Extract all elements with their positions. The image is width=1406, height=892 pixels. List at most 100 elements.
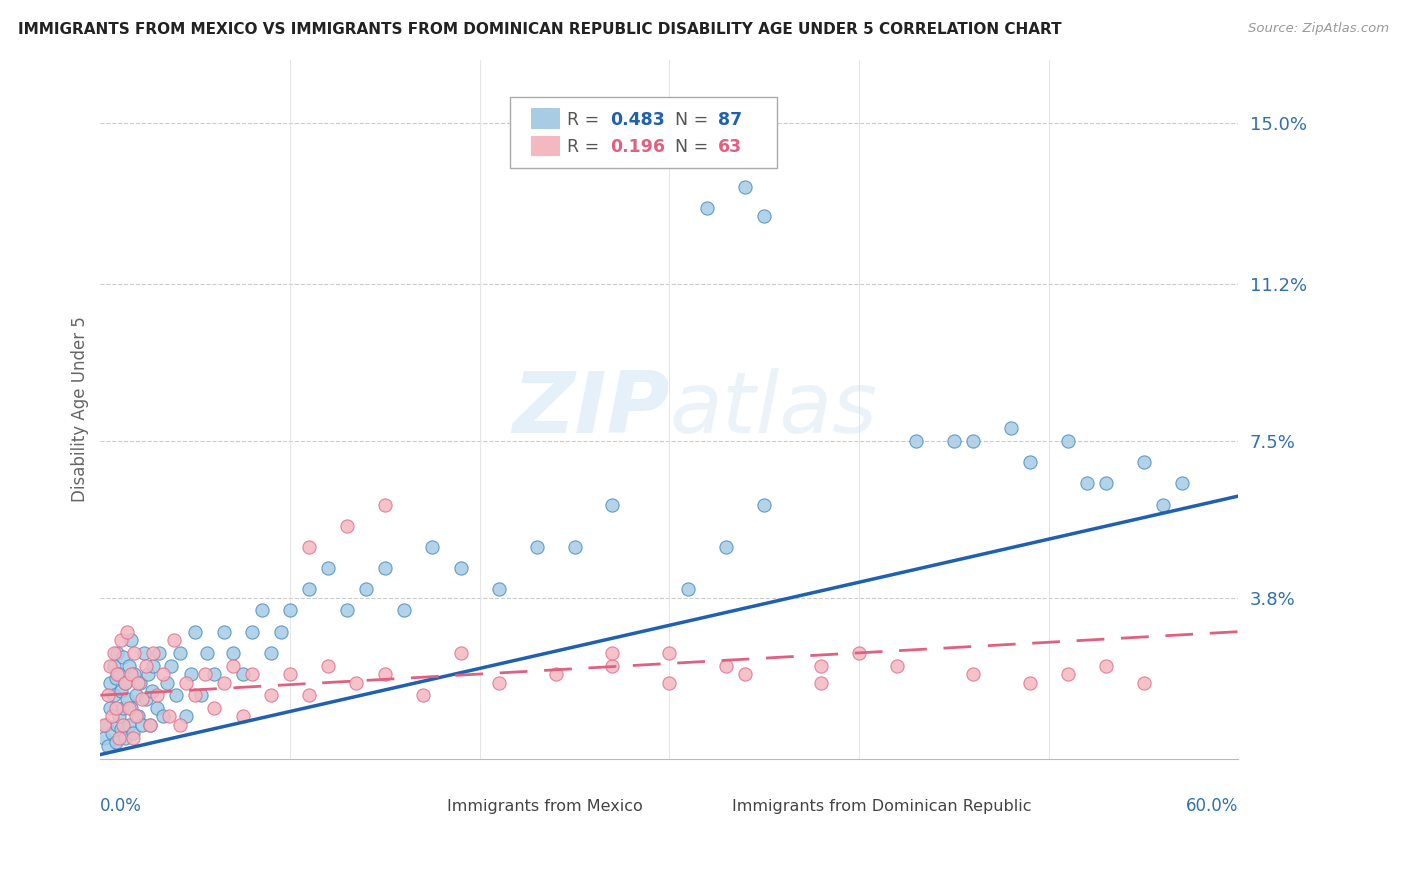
Point xyxy=(194,667,217,681)
Point xyxy=(564,540,586,554)
Point xyxy=(678,582,700,597)
Point xyxy=(108,667,131,681)
Point xyxy=(184,688,207,702)
Point xyxy=(93,731,115,745)
Point xyxy=(222,658,245,673)
Point xyxy=(1000,421,1022,435)
Point xyxy=(103,688,125,702)
Point xyxy=(240,624,263,639)
FancyBboxPatch shape xyxy=(510,96,778,168)
Point xyxy=(184,624,207,639)
Text: R =: R = xyxy=(567,111,605,128)
Point xyxy=(716,540,738,554)
Bar xyxy=(697,798,723,816)
Point xyxy=(146,688,169,702)
Point xyxy=(108,731,131,745)
Point xyxy=(169,646,191,660)
Point xyxy=(488,582,510,597)
Point xyxy=(544,667,567,681)
Point xyxy=(526,540,548,554)
Point xyxy=(250,603,273,617)
Point xyxy=(104,701,127,715)
Bar xyxy=(413,798,439,816)
Point xyxy=(174,709,197,723)
Point xyxy=(121,731,143,745)
Point xyxy=(942,434,965,448)
Text: R =: R = xyxy=(567,137,605,155)
Point xyxy=(450,561,472,575)
Point xyxy=(94,718,117,732)
Point xyxy=(93,718,115,732)
Text: Immigrants from Dominican Republic: Immigrants from Dominican Republic xyxy=(733,799,1032,814)
Point xyxy=(112,701,135,715)
Point xyxy=(696,201,718,215)
Point xyxy=(354,582,377,597)
Point xyxy=(260,688,283,702)
Point xyxy=(716,658,738,673)
Point xyxy=(100,726,122,740)
Point xyxy=(120,701,142,715)
Point xyxy=(450,646,472,660)
Point xyxy=(658,675,681,690)
Point xyxy=(124,667,146,681)
Text: 63: 63 xyxy=(718,137,742,155)
Point xyxy=(124,646,146,660)
Point xyxy=(138,718,160,732)
Point xyxy=(121,726,143,740)
Point xyxy=(298,540,321,554)
Point xyxy=(152,667,174,681)
Point xyxy=(734,667,756,681)
Point xyxy=(1094,658,1116,673)
Point xyxy=(374,498,396,512)
Point xyxy=(98,675,121,690)
Point xyxy=(156,675,179,690)
Point xyxy=(98,658,121,673)
Point xyxy=(1018,455,1040,469)
Point xyxy=(392,603,415,617)
Point xyxy=(120,667,142,681)
Point xyxy=(904,434,927,448)
Point xyxy=(278,667,301,681)
Text: N =: N = xyxy=(675,137,714,155)
Point xyxy=(103,646,125,660)
Point xyxy=(97,739,120,753)
Point xyxy=(127,675,149,690)
Point xyxy=(240,667,263,681)
Point xyxy=(202,667,225,681)
Text: 0.483: 0.483 xyxy=(610,111,665,128)
Point xyxy=(110,633,132,648)
Point xyxy=(107,667,129,681)
Text: 0.196: 0.196 xyxy=(610,137,665,155)
Point xyxy=(118,658,141,673)
Text: IMMIGRANTS FROM MEXICO VS IMMIGRANTS FROM DOMINICAN REPUBLIC DISABILITY AGE UNDE: IMMIGRANTS FROM MEXICO VS IMMIGRANTS FRO… xyxy=(18,22,1062,37)
Text: 87: 87 xyxy=(718,111,742,128)
Point xyxy=(222,646,245,660)
Point xyxy=(135,692,157,706)
Point xyxy=(135,658,157,673)
Point xyxy=(159,658,181,673)
Point xyxy=(260,646,283,660)
Bar xyxy=(530,108,560,128)
Point xyxy=(412,688,434,702)
Point xyxy=(298,688,321,702)
Point xyxy=(132,646,155,660)
Y-axis label: Disability Age Under 5: Disability Age Under 5 xyxy=(72,317,89,502)
Point xyxy=(107,718,129,732)
Point xyxy=(163,633,186,648)
Point xyxy=(110,684,132,698)
Point xyxy=(165,688,187,702)
Point xyxy=(1152,498,1174,512)
Point xyxy=(129,675,152,690)
Point xyxy=(1094,476,1116,491)
Point xyxy=(754,498,776,512)
Point xyxy=(107,646,129,660)
Point xyxy=(114,731,136,745)
Point xyxy=(232,667,254,681)
Point xyxy=(754,210,776,224)
Point xyxy=(1132,455,1154,469)
Point xyxy=(98,701,121,715)
Point xyxy=(180,667,202,681)
Point xyxy=(115,692,138,706)
Point xyxy=(886,658,908,673)
Point xyxy=(344,675,367,690)
